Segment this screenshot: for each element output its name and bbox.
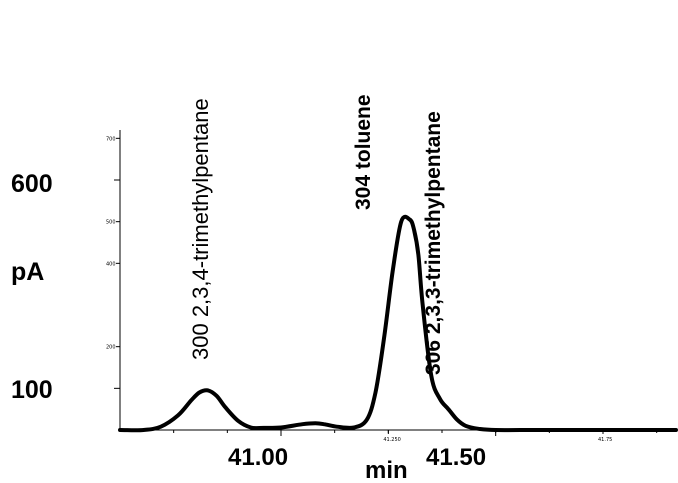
x-tick-label-41-00: 41.00 bbox=[228, 444, 288, 471]
y-tick-label-700: 700 bbox=[106, 136, 116, 142]
chromatogram-trace bbox=[118, 214, 678, 433]
x-tick-label-41-50: 41.50 bbox=[426, 444, 486, 471]
y-tick-label-400: 400 bbox=[106, 261, 116, 267]
x-minor-tick-label-1: 41.75 bbox=[598, 437, 612, 443]
tick-marks: 700 500 400 200 41.250 41.75 bbox=[106, 136, 658, 443]
y-axis-label: pA bbox=[11, 258, 44, 286]
peak-label-300: 300 2,3,4-trimethylpentane bbox=[188, 98, 213, 360]
x-minor-tick-label-0: 41.250 bbox=[383, 437, 401, 443]
y-major-label-100: 100 bbox=[11, 376, 53, 404]
y-major-label-600: 600 bbox=[11, 170, 53, 198]
y-tick-label-500: 500 bbox=[106, 220, 116, 226]
x-axis-label: min bbox=[365, 457, 408, 483]
peak-label-306: 306 2,3,3-trimethylpentane bbox=[422, 111, 445, 375]
y-tick-label-200: 200 bbox=[106, 345, 116, 351]
peak-label-304: 304 toluene bbox=[352, 94, 375, 210]
